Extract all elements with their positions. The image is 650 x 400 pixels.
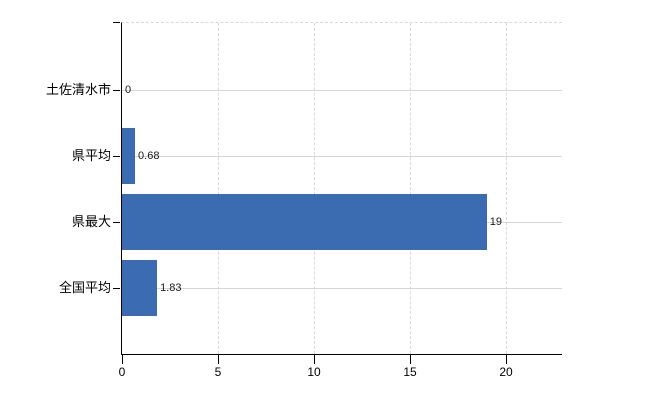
bar (122, 260, 158, 316)
h-gridline (122, 155, 562, 157)
bar (122, 194, 487, 250)
x-axis-tick (505, 355, 507, 364)
y-axis-tick (113, 22, 120, 23)
x-axis-tick (409, 355, 411, 364)
x-tick-label: 20 (499, 365, 513, 379)
v-gridline (505, 23, 507, 354)
h-gridline (122, 287, 562, 289)
v-gridline (217, 23, 219, 354)
category-label: 県最大 (71, 214, 111, 229)
bar (122, 128, 136, 184)
y-axis-tick (113, 287, 120, 289)
y-axis-tick (113, 89, 120, 91)
x-tick-label: 0 (118, 365, 126, 379)
h-gridline (122, 89, 562, 91)
v-gridline (409, 23, 411, 354)
v-gridline (313, 23, 315, 354)
plot-area: 0 5 10 15 20 土佐清水市 0 県平均 0.68 県最大 19 全国平均 1.83 (46, 22, 562, 379)
x-tick-label: 5 (214, 365, 222, 379)
category-label: 土佐清水市 (45, 82, 111, 97)
x-tick-label: 15 (403, 365, 417, 379)
value-label: 19 (489, 216, 503, 228)
x-tick-label: 10 (307, 365, 321, 379)
value-label: 0 (125, 84, 132, 96)
value-label: 0.68 (138, 150, 160, 162)
value-label: 1.83 (160, 282, 182, 294)
x-axis-tick (217, 355, 219, 364)
category-label: 全国平均 (58, 280, 111, 295)
x-axis-tick (313, 355, 315, 364)
x-axis-tick (121, 355, 123, 364)
category-label: 県平均 (71, 148, 111, 163)
y-axis-tick (113, 155, 120, 157)
y-axis-tick (113, 221, 120, 223)
